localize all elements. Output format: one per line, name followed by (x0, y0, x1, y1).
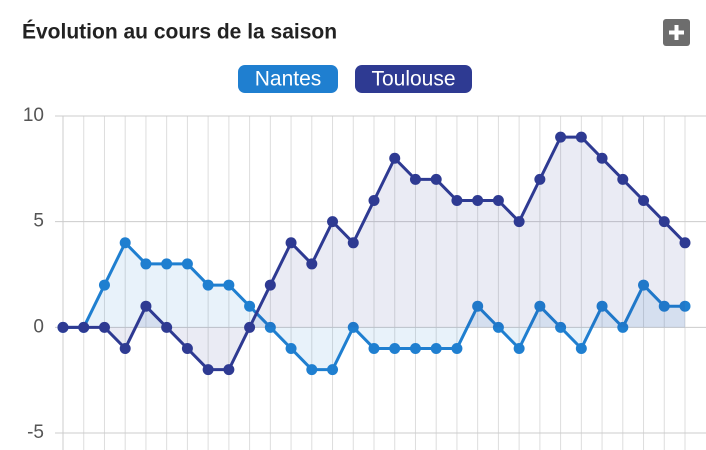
point (285, 342, 297, 354)
point (534, 300, 546, 312)
legend-label[interactable]: Toulouse (371, 68, 455, 91)
point (202, 279, 214, 291)
point (223, 279, 235, 291)
point (679, 300, 691, 312)
y-tick-label: 5 (33, 211, 44, 232)
point (306, 364, 318, 376)
point (617, 173, 629, 185)
point (368, 195, 380, 207)
y-tick-label: -5 (27, 422, 44, 443)
point (57, 321, 69, 333)
point (638, 279, 650, 291)
y-tick-label: 10 (23, 105, 44, 126)
point (658, 300, 670, 312)
point (679, 237, 691, 249)
point (596, 300, 608, 312)
point (389, 152, 401, 164)
point (285, 237, 297, 249)
point (430, 342, 442, 354)
point (555, 131, 567, 143)
y-tick-label: 0 (33, 316, 44, 337)
point (78, 321, 90, 333)
point (306, 258, 318, 270)
point (161, 258, 173, 270)
legend-item[interactable]: Toulouse (355, 65, 472, 93)
legend: Nantes Toulouse (238, 65, 472, 93)
point (202, 364, 214, 376)
point (327, 364, 339, 376)
point (617, 321, 629, 333)
point (513, 216, 525, 228)
point (472, 195, 484, 207)
legend-swatch[interactable] (355, 65, 472, 93)
point (368, 342, 380, 354)
point (119, 342, 131, 354)
point (223, 364, 235, 376)
point (513, 342, 525, 354)
point (555, 321, 567, 333)
point (347, 321, 359, 333)
point (492, 195, 504, 207)
point (658, 216, 670, 228)
expand-button[interactable] (663, 19, 690, 46)
point (451, 342, 463, 354)
legend-swatch[interactable] (238, 65, 338, 93)
point (451, 195, 463, 207)
point (98, 279, 110, 291)
point (409, 173, 421, 185)
point (161, 321, 173, 333)
chart-title: Évolution au cours de la saison (22, 21, 337, 44)
point (264, 321, 276, 333)
point (140, 300, 152, 312)
point (389, 342, 401, 354)
point (347, 237, 359, 249)
point (409, 342, 421, 354)
point (575, 342, 587, 354)
point (181, 342, 193, 354)
point (575, 131, 587, 143)
point (119, 237, 131, 249)
point (264, 279, 276, 291)
legend-item[interactable]: Nantes (238, 65, 338, 93)
point (492, 321, 504, 333)
point (181, 258, 193, 270)
expand-icon-v (674, 25, 679, 40)
area (63, 137, 685, 370)
point (327, 216, 339, 228)
point (140, 258, 152, 270)
point (638, 195, 650, 207)
point (244, 321, 256, 333)
point (534, 173, 546, 185)
point (430, 173, 442, 185)
point (244, 300, 256, 312)
point (98, 321, 110, 333)
legend-label[interactable]: Nantes (255, 68, 322, 91)
point (472, 300, 484, 312)
plot (57, 131, 691, 376)
point (596, 152, 608, 164)
